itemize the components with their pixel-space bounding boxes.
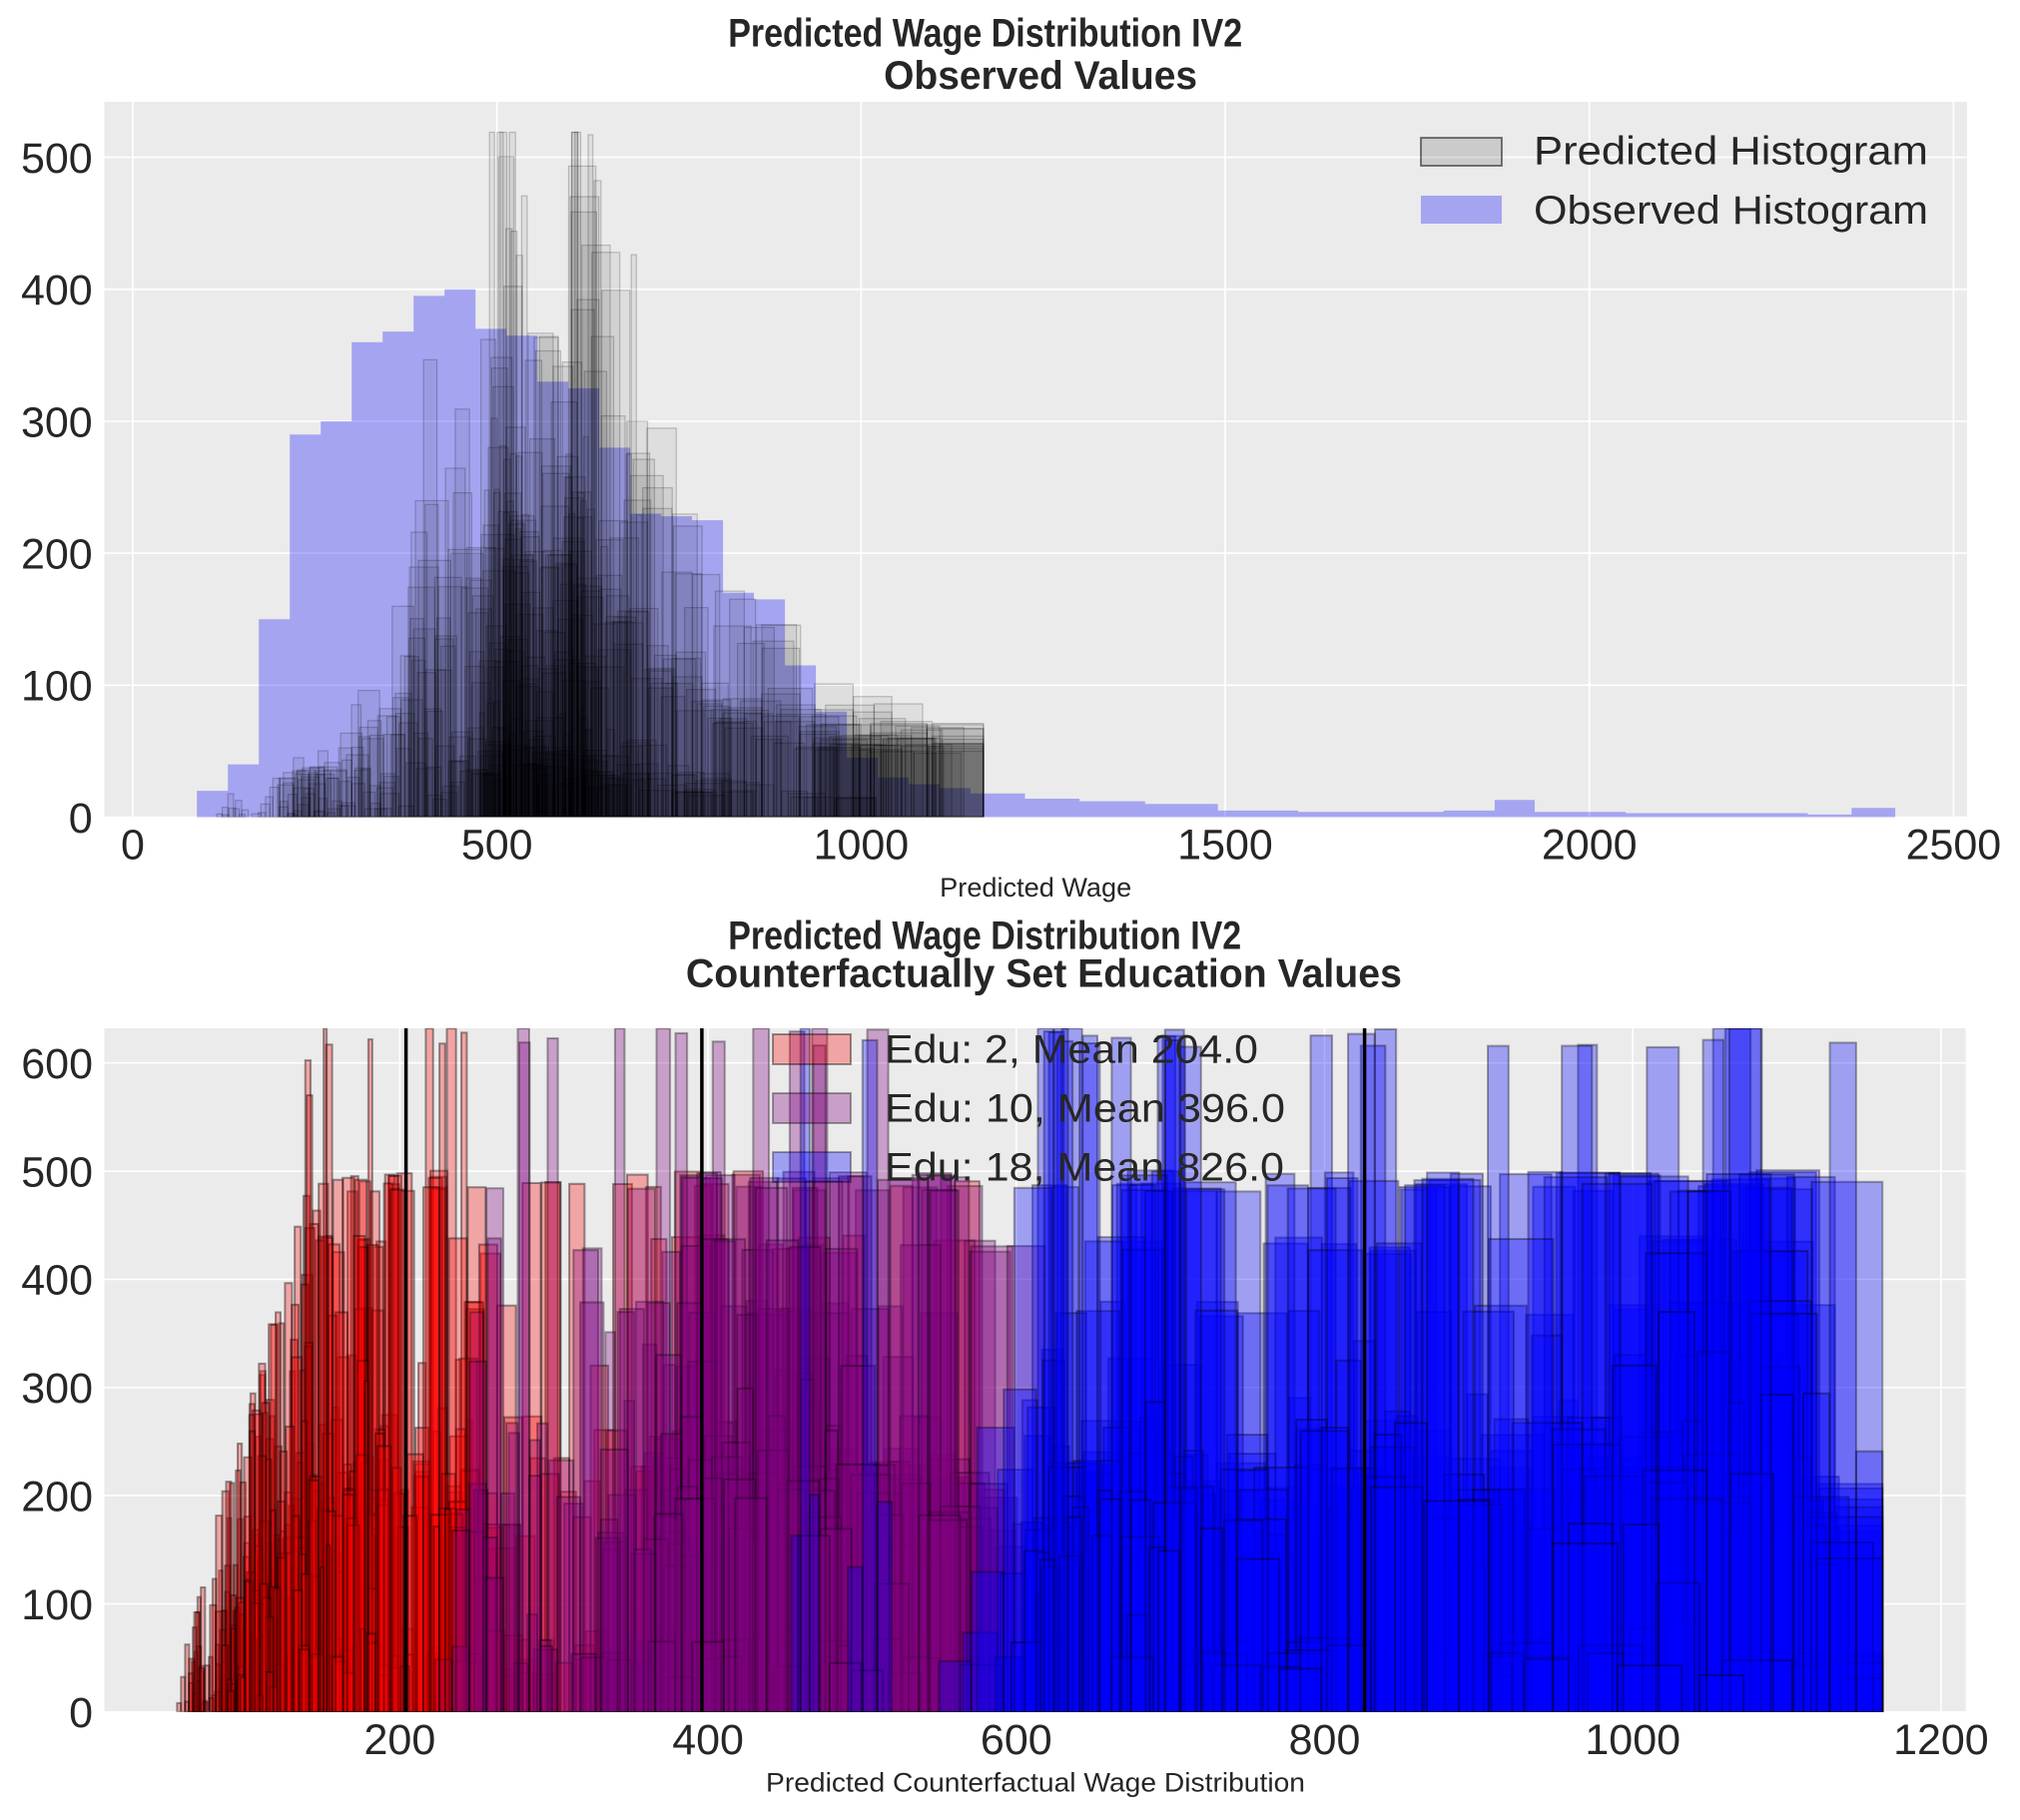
svg-text:200: 200: [364, 1716, 436, 1764]
svg-text:1000: 1000: [1585, 1716, 1681, 1764]
svg-text:Predicted Wage Distribution IV: Predicted Wage Distribution IV2: [728, 11, 1242, 55]
svg-text:300: 300: [21, 398, 93, 446]
svg-text:200: 200: [21, 530, 93, 578]
svg-text:0: 0: [121, 822, 145, 870]
svg-text:Edu: 18, Mean 826.0: Edu: 18, Mean 826.0: [885, 1145, 1284, 1189]
svg-text:Predicted Counterfactual Wage: Predicted Counterfactual Wage Distributi…: [766, 1767, 1305, 1797]
svg-text:1500: 1500: [1177, 822, 1273, 870]
svg-text:Edu: 10, Mean 396.0: Edu: 10, Mean 396.0: [885, 1086, 1285, 1130]
svg-text:0: 0: [69, 1689, 93, 1737]
svg-text:300: 300: [21, 1365, 93, 1413]
svg-text:600: 600: [21, 1040, 93, 1088]
svg-text:500: 500: [21, 135, 93, 183]
svg-text:400: 400: [672, 1716, 744, 1764]
svg-text:500: 500: [461, 822, 533, 870]
svg-text:Counterfactually Set Education: Counterfactually Set Education Values: [686, 951, 1402, 995]
svg-text:Edu: 2, Mean 204.0: Edu: 2, Mean 204.0: [885, 1028, 1258, 1072]
svg-text:Observed Histogram: Observed Histogram: [1534, 189, 1928, 233]
svg-text:Predicted Wage: Predicted Wage: [940, 873, 1131, 903]
svg-text:1200: 1200: [1893, 1716, 1989, 1764]
svg-text:2500: 2500: [1906, 822, 2002, 870]
svg-text:Observed Values: Observed Values: [884, 54, 1197, 98]
svg-text:Predicted Histogram: Predicted Histogram: [1534, 130, 1928, 174]
svg-text:400: 400: [21, 1257, 93, 1305]
svg-text:400: 400: [21, 267, 93, 314]
svg-text:100: 100: [21, 663, 93, 711]
svg-text:600: 600: [981, 1716, 1052, 1764]
svg-text:0: 0: [69, 795, 93, 843]
svg-text:100: 100: [21, 1581, 93, 1629]
svg-text:200: 200: [21, 1473, 93, 1520]
svg-text:Predicted Wage Distribution IV: Predicted Wage Distribution IV2: [728, 914, 1241, 958]
svg-text:2000: 2000: [1542, 822, 1638, 870]
svg-text:500: 500: [21, 1148, 93, 1196]
svg-text:800: 800: [1289, 1716, 1361, 1764]
svg-text:1000: 1000: [814, 822, 910, 870]
